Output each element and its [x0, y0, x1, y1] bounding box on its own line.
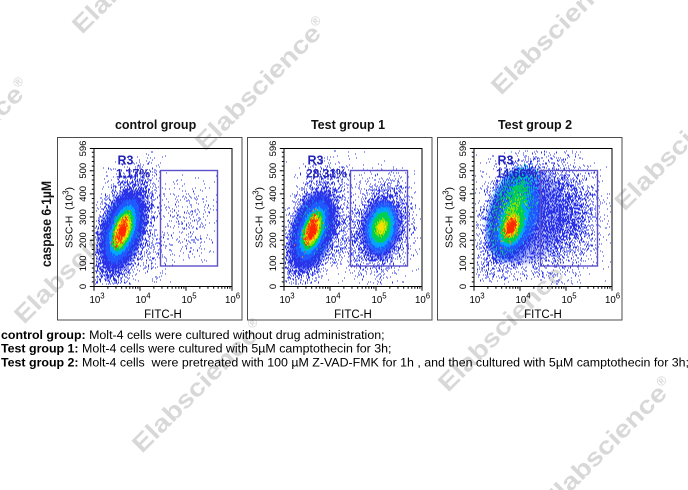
svg-text:300: 300 — [78, 209, 89, 225]
svg-text:400: 400 — [268, 186, 279, 202]
svg-text:Test group 2: Test group 2 — [498, 118, 572, 132]
svg-text:100: 100 — [458, 255, 469, 271]
svg-text:300: 300 — [268, 209, 279, 225]
svg-text:0: 0 — [458, 284, 469, 289]
svg-text:R3: R3 — [118, 154, 134, 168]
svg-text:1.17%: 1.17% — [116, 166, 150, 180]
svg-text:500: 500 — [268, 163, 279, 179]
svg-text:200: 200 — [78, 232, 89, 248]
svg-text:caspase 6-1µM: caspase 6-1µM — [39, 181, 54, 267]
svg-text:FITC-H: FITC-H — [334, 309, 372, 321]
svg-text:control group: Molt-4 cells we: control group: Molt-4 cells were culture… — [1, 328, 385, 342]
svg-text:control group: control group — [115, 118, 197, 132]
svg-text:596: 596 — [458, 141, 469, 157]
svg-text:Test group 1: Molt-4 cells wer: Test group 1: Molt-4 cells were cultured… — [1, 342, 391, 356]
svg-text:R3: R3 — [308, 154, 324, 168]
svg-text:100: 100 — [268, 255, 279, 271]
svg-text:400: 400 — [458, 186, 469, 202]
svg-text:FITC-H: FITC-H — [524, 309, 562, 321]
svg-text:596: 596 — [268, 141, 279, 157]
svg-text:FITC-H: FITC-H — [144, 309, 182, 321]
svg-text:R3: R3 — [498, 154, 514, 168]
svg-text:28.31%: 28.31% — [306, 166, 347, 180]
svg-text:0: 0 — [268, 284, 279, 289]
svg-text:SSC-H (103): SSC-H (103) — [251, 187, 265, 248]
svg-text:100: 100 — [78, 255, 89, 271]
svg-text:200: 200 — [458, 232, 469, 248]
svg-text:Test group 2: Molt-4 cells we: Test group 2: Molt-4 cells were pretreat… — [1, 355, 688, 369]
svg-text:SSC-H (103): SSC-H (103) — [441, 187, 455, 248]
svg-text:500: 500 — [78, 163, 89, 179]
svg-text:200: 200 — [268, 232, 279, 248]
svg-text:0: 0 — [78, 284, 89, 289]
svg-text:596: 596 — [78, 141, 89, 157]
svg-text:300: 300 — [458, 209, 469, 225]
svg-text:SSC-H (103): SSC-H (103) — [61, 187, 75, 248]
svg-text:400: 400 — [78, 186, 89, 202]
svg-text:14.66%: 14.66% — [496, 166, 537, 180]
svg-text:Test group 1: Test group 1 — [311, 118, 385, 132]
svg-text:500: 500 — [458, 163, 469, 179]
